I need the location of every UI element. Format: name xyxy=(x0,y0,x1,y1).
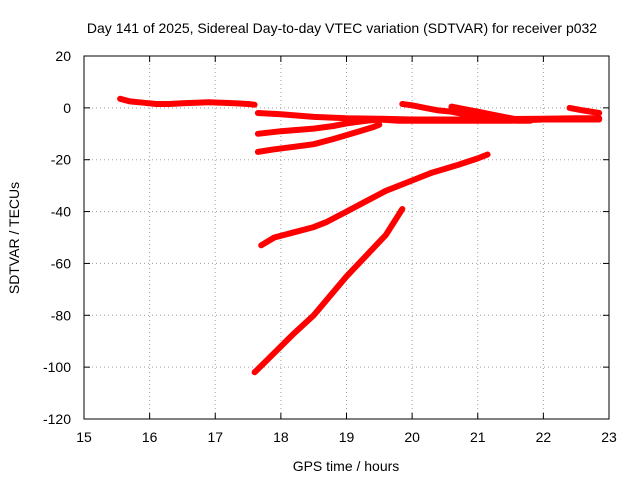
plot-frame xyxy=(83,55,610,420)
series-line-track-9 xyxy=(251,206,406,376)
x-tick-label: 23 xyxy=(601,429,617,445)
series-line-track-3 xyxy=(254,116,603,137)
y-tick-label: 20 xyxy=(55,48,71,64)
x-axis-label: GPS time / hours xyxy=(293,458,400,474)
y-tick-label: -80 xyxy=(51,307,71,323)
y-tick-label: -40 xyxy=(51,204,71,220)
x-tick-label: 20 xyxy=(404,429,420,445)
y-tick-label: -120 xyxy=(43,411,71,427)
chart-title: Day 141 of 2025, Sidereal Day-to-day VTE… xyxy=(87,20,597,36)
y-axis-label: SDTVAR / TECUs xyxy=(6,182,22,294)
series-line-track-7 xyxy=(566,104,603,116)
x-tick-label: 15 xyxy=(76,429,92,445)
series-line-track-4 xyxy=(254,121,383,155)
y-tick-label: -20 xyxy=(51,152,71,168)
grid-layer xyxy=(84,56,609,419)
series-line-track-1 xyxy=(117,95,258,108)
x-tick-label: 18 xyxy=(273,429,289,445)
series-layer xyxy=(117,95,603,376)
series-line-track-6 xyxy=(448,103,521,123)
x-tick-label: 17 xyxy=(207,429,223,445)
x-tick-label: 22 xyxy=(536,429,552,445)
series-line-track-8 xyxy=(258,151,491,249)
tick-layer xyxy=(83,55,610,420)
x-tick-label: 16 xyxy=(142,429,158,445)
y-tick-label: -100 xyxy=(43,359,71,375)
tick-label-layer: 15 16 17 18 19 20 21 22 23 20 0 -20 -40 -60 -80 -100 -12… xyxy=(43,48,617,445)
y-tick-label: 0 xyxy=(63,100,71,116)
x-tick-label: 21 xyxy=(470,429,486,445)
y-tick-label: -60 xyxy=(51,255,71,271)
x-tick-label: 19 xyxy=(339,429,355,445)
